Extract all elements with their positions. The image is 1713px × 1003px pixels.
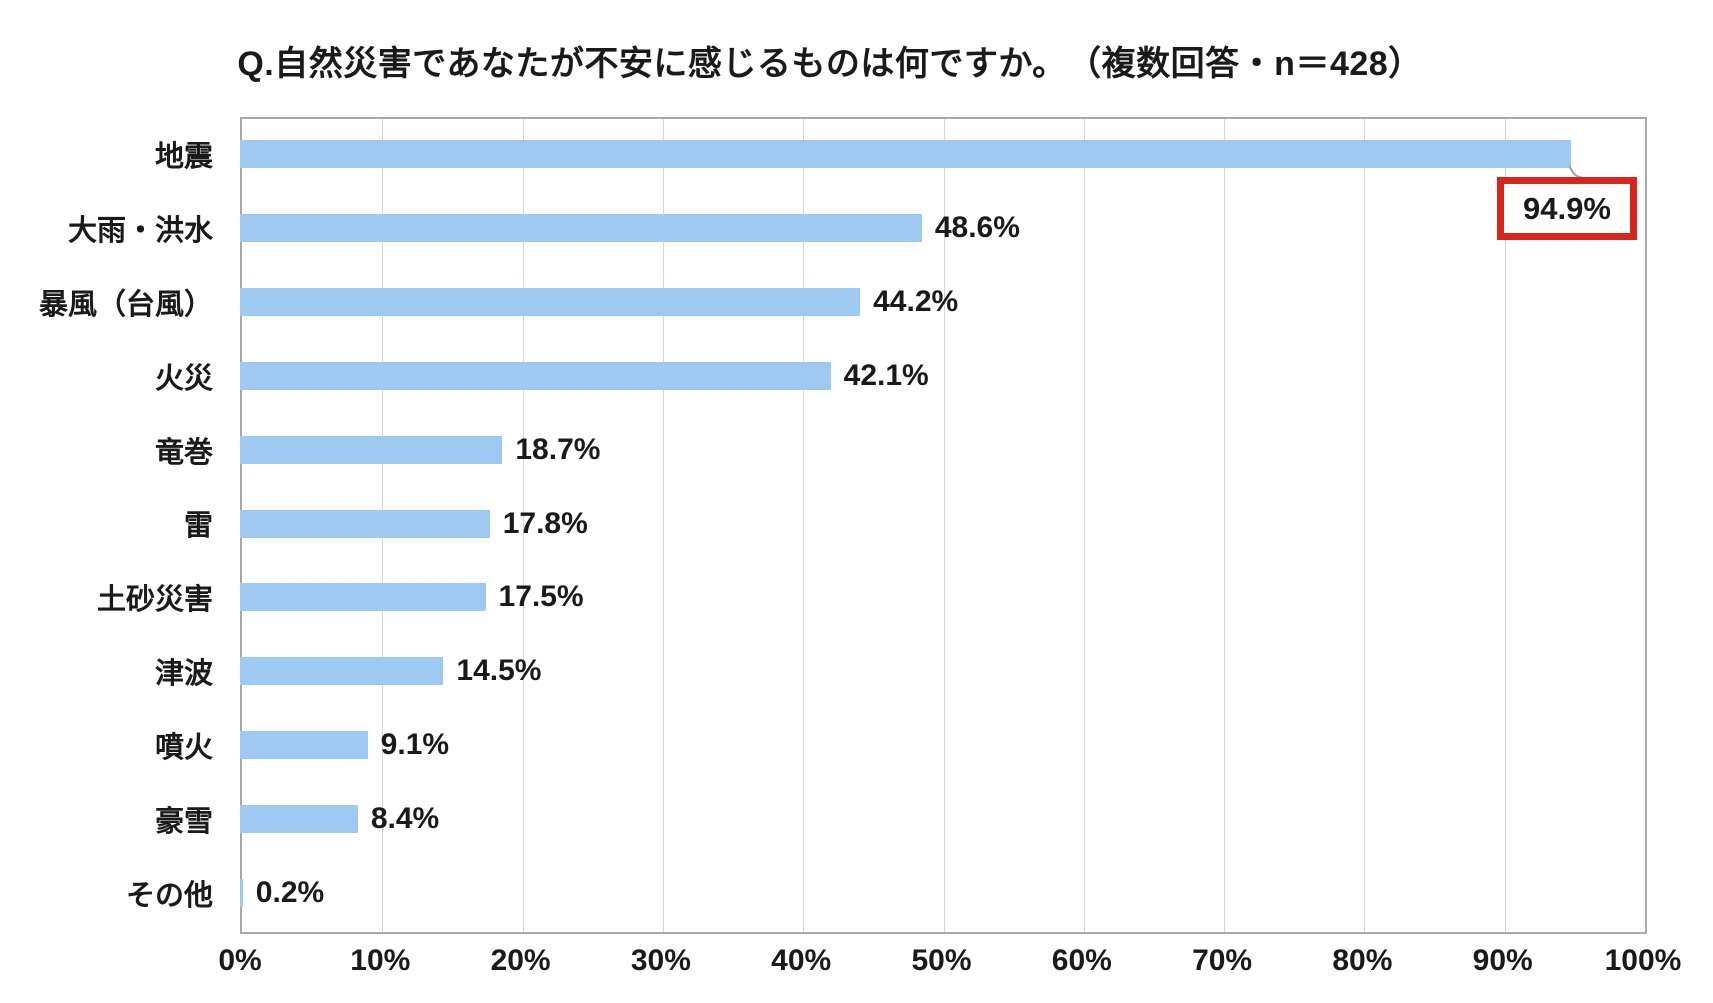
x-tick-label: 10% xyxy=(350,944,411,977)
value-label: 14.5% xyxy=(456,654,542,688)
x-tick-label: 40% xyxy=(771,944,832,977)
gridline xyxy=(1083,119,1085,932)
x-tick-label: 80% xyxy=(1332,944,1393,977)
bar xyxy=(240,805,358,834)
highlight-value-box: 94.9% xyxy=(1497,177,1637,240)
category-label: 地震 xyxy=(154,140,213,173)
bar xyxy=(240,139,1572,168)
bar xyxy=(240,879,243,908)
gridline xyxy=(943,119,945,932)
value-label: 18.7% xyxy=(515,432,601,466)
x-tick-label: 50% xyxy=(911,944,972,977)
bar xyxy=(240,287,861,316)
category-label: 土砂災害 xyxy=(96,584,213,617)
x-tick-label: 70% xyxy=(1192,944,1253,977)
x-tick-label: 20% xyxy=(490,944,551,977)
value-label: 17.5% xyxy=(498,580,584,614)
bar xyxy=(240,509,490,538)
bar xyxy=(240,583,486,612)
gridline xyxy=(1224,119,1226,932)
value-label: 48.6% xyxy=(934,210,1020,244)
x-tick-label: 60% xyxy=(1051,944,1112,977)
chart-title: Q.自然災害であなたが不安に感じるものは何ですか。 （複数回答・n＝428） xyxy=(237,45,1423,83)
x-tick-label: 90% xyxy=(1472,944,1533,977)
category-label: その他 xyxy=(125,880,213,913)
bar xyxy=(240,731,368,760)
bar xyxy=(240,213,922,242)
bar xyxy=(240,657,444,686)
gridline xyxy=(662,119,664,932)
gridline xyxy=(1504,119,1506,932)
value-label: 42.1% xyxy=(843,358,929,392)
category-label: 暴風（台風） xyxy=(38,288,213,321)
x-tick-label: 100% xyxy=(1604,944,1682,977)
x-tick-label: 0% xyxy=(218,944,262,977)
value-label: 8.4% xyxy=(370,802,440,836)
category-label: 雷 xyxy=(183,510,213,543)
value-label: 0.2% xyxy=(255,876,325,910)
category-label: 竜巻 xyxy=(154,436,213,469)
gridline xyxy=(522,119,524,932)
x-tick-label: 30% xyxy=(630,944,691,977)
category-label: 豪雪 xyxy=(154,806,213,839)
value-label: 17.8% xyxy=(502,506,588,540)
value-label: 44.2% xyxy=(873,284,959,318)
category-label: 津波 xyxy=(154,658,213,691)
bar xyxy=(240,361,831,390)
gridline xyxy=(803,119,805,932)
value-label: 9.1% xyxy=(380,728,450,762)
category-label: 噴火 xyxy=(154,732,213,765)
category-label: 大雨・洪水 xyxy=(67,214,213,247)
gridline xyxy=(1364,119,1366,932)
bar xyxy=(240,435,503,464)
category-label: 火災 xyxy=(154,362,213,395)
